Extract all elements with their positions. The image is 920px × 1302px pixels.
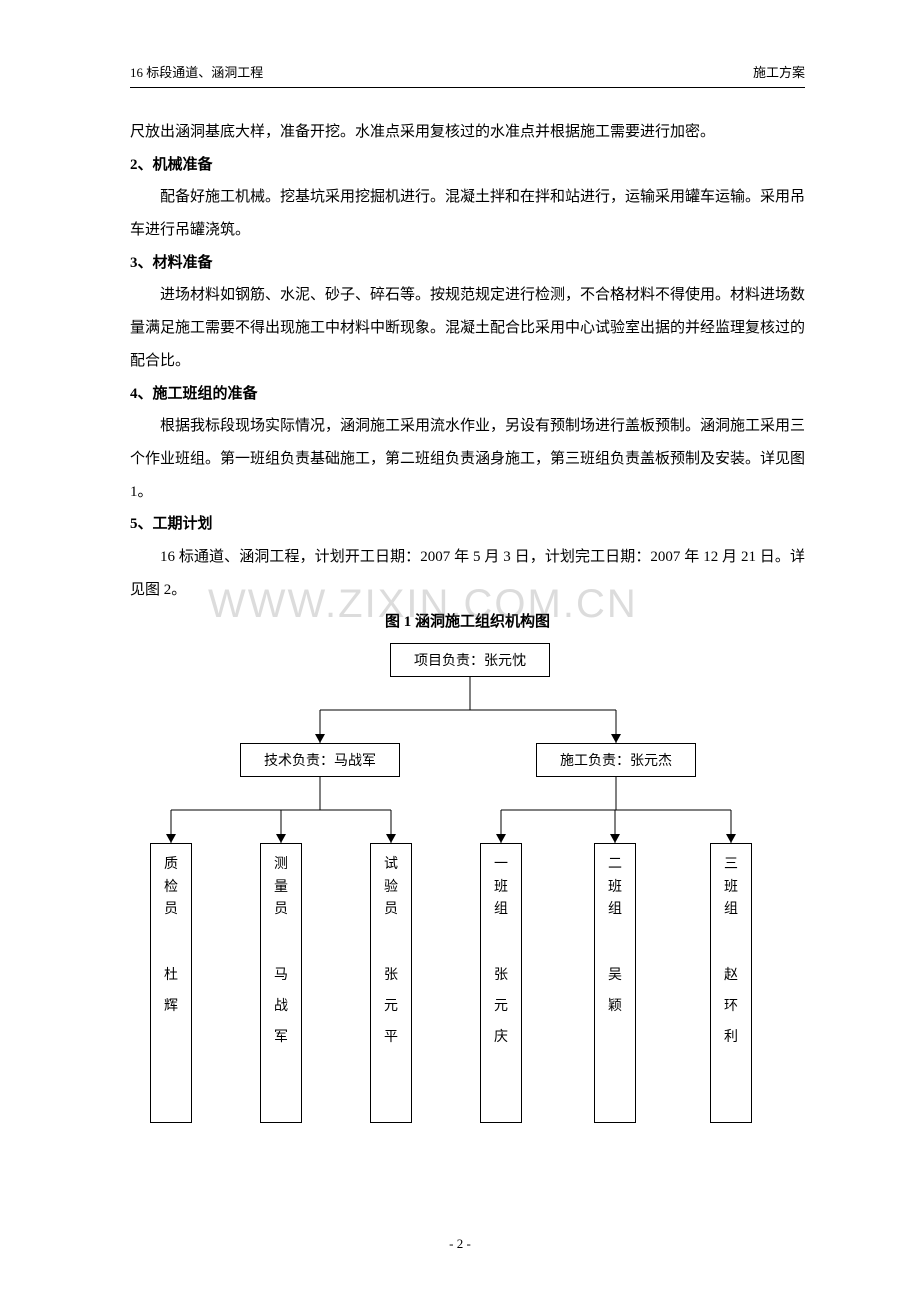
page-content: 16 标段通道、涵洞工程 施工方案 尺放出涵洞基底大样，准备开挖。水准点采用复核… [0,0,920,1143]
org-leaf: 三班组赵环利 [710,843,752,1123]
paragraph-intro: 尺放出涵洞基底大样，准备开挖。水准点采用复核过的水准点并根据施工需要进行加密。 [130,116,805,149]
header-underline [130,87,805,88]
org-leaf: 质检员杜辉 [150,843,192,1123]
org-leaf: 一班组张元庆 [480,843,522,1123]
org-chart: 项目负责：张元忱技术负责：马战军 施工负责：张元杰质检员杜辉 测量员马战军 试验员张元… [130,643,806,1143]
paragraph-4: 根据我标段现场实际情况，涵洞施工采用流水作业，另设有预制场进行盖板预制。涵洞施工… [130,410,805,508]
paragraph-2: 配备好施工机械。挖基坑采用挖掘机进行。混凝土拌和在拌和站进行，运输采用罐车运输。… [130,181,805,246]
page-number: - 2 - [0,1236,920,1252]
figure-title: 图 1 涵洞施工组织机构图 [130,610,805,631]
org-leaf: 测量员马战军 [260,843,302,1123]
heading-4: 4、施工班组的准备 [130,378,805,411]
org-leaf: 二班组吴颖 [594,843,636,1123]
page-header: 16 标段通道、涵洞工程 施工方案 [130,62,805,87]
heading-2: 2、机械准备 [130,149,805,182]
org-top: 项目负责：张元忱 [390,643,550,677]
org-leaf: 试验员张元平 [370,843,412,1123]
heading-3: 3、材料准备 [130,247,805,280]
paragraph-5: 16 标通道、涵洞工程，计划开工日期：2007 年 5 月 3 日，计划完工日期… [130,541,805,606]
org-mid-right: 施工负责：张元杰 [536,743,696,777]
paragraph-3: 进场材料如钢筋、水泥、砂子、碎石等。按规范规定进行检测，不合格材料不得使用。材料… [130,279,805,377]
header-left: 16 标段通道、涵洞工程 [130,62,263,81]
header-right: 施工方案 [753,62,805,81]
org-mid-left: 技术负责：马战军 [240,743,400,777]
heading-5: 5、工期计划 [130,508,805,541]
